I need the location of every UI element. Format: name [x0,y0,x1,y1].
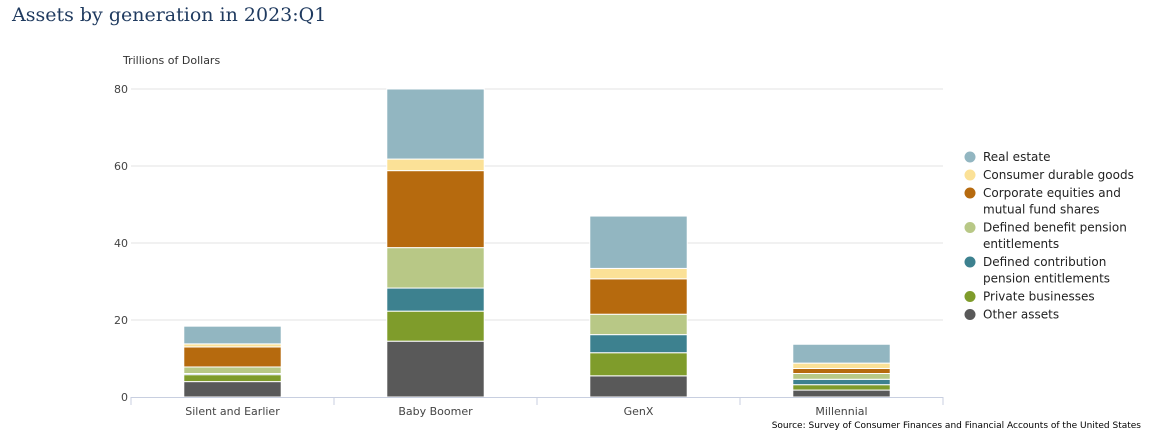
bar-segment[interactable]: Millennial — Defined benefit pension ent… [792,373,891,380]
bars-layer: Silent and Earlier — Other assets: 4Sile… [183,88,891,398]
bar-segment[interactable]: GenX — Consumer durable goods: 2.7 [589,267,688,280]
chart-title: Assets by generation in 2023:Q1 [12,4,327,26]
legend-label: Real estate [983,150,1050,164]
y-axis-label: Trillions of Dollars [122,54,220,67]
legend-label: Defined contribution [983,255,1106,269]
legend-marker [964,151,976,163]
legend-item[interactable]: Private businesses [964,290,1095,304]
legend-label: pension entitlements [983,272,1110,286]
legend-marker [964,256,976,268]
legend-label: mutual fund shares [983,203,1100,217]
legend-marker [964,169,976,181]
legend-marker [964,222,976,233]
legend-label: entitlements [983,237,1059,251]
y-tick-label: 80 [114,83,128,96]
legend-item[interactable]: Defined benefit pension entitlements [964,221,1127,252]
bar-segment[interactable]: Millennial — Corporate equities and mutu… [792,368,891,375]
bar-segment[interactable]: Silent and Earlier — Private businesses:… [183,374,282,383]
legend-label: Defined benefit pension [983,221,1127,235]
legend-item[interactable]: Defined contribution pension entitlements [964,255,1111,286]
bar-segment[interactable]: Silent and Earlier — Other assets: 4 [183,381,282,398]
y-tick-label: 60 [114,160,128,173]
bar-segment[interactable]: GenX — Defined contribution pension enti… [589,334,688,354]
legend-item[interactable]: Other assets [964,308,1060,322]
bar-segment[interactable]: GenX — Private businesses: 6 [589,352,688,377]
bar-segment[interactable]: Silent and Earlier — Real estate: 4.6 [183,325,282,345]
bar-segment[interactable]: GenX — Real estate: 13.6 [589,215,688,269]
x-tick-label: Baby Boomer [398,405,473,418]
bar-segment[interactable]: Baby Boomer — Corporate equities and mut… [386,170,485,249]
legend-label: Other assets [983,308,1059,322]
bar-segment[interactable]: Silent and Earlier — Defined benefit pen… [183,366,282,375]
legend-item[interactable]: Consumer durable goods [964,168,1134,182]
x-tick-label: Millennial [815,405,867,418]
source-note: Source: Survey of Consumer Finances and … [772,421,1142,431]
legend-marker [964,309,976,320]
legend-marker [964,291,976,302]
x-tick-label: Silent and Earlier [185,405,280,418]
bar-segment[interactable]: GenX — Other assets: 5.5 [589,375,688,398]
grid-layer [131,88,943,321]
legend-item[interactable]: Real estate [964,150,1051,164]
bar-segment[interactable]: Baby Boomer — Real estate: 18.2 [386,88,485,160]
y-tick-label: 20 [114,314,128,327]
bar-segment[interactable]: Millennial — Consumer durable goods: 1.4 [792,362,891,370]
bar-segment[interactable]: Millennial — Other assets: 1.8 [792,389,891,398]
bar-segment[interactable]: Baby Boomer — Defined contribution pensi… [386,287,485,312]
bar-segment[interactable]: Silent and Earlier — Corporate equities … [183,346,282,368]
x-tick-label: GenX [624,405,654,418]
bar-segment[interactable]: Millennial — Private businesses: 1.4 [792,384,891,391]
bar-segment[interactable]: GenX — Corporate equities and mutual fun… [589,278,688,315]
bar-segment[interactable]: Millennial — Defined contribution pensio… [792,378,891,386]
legend-label: Corporate equities and [983,186,1121,200]
bar-segment[interactable]: Baby Boomer — Defined benefit pension en… [386,247,485,289]
legend-label: Private businesses [983,290,1095,304]
bar-segment[interactable]: Baby Boomer — Consumer durable goods: 3 [386,158,485,172]
legend-marker [964,187,976,199]
y-tick-label: 40 [114,237,128,250]
bar-segment[interactable]: GenX — Defined benefit pension entitleme… [589,313,688,336]
bar-segment[interactable]: Millennial — Real estate: 4.9 [792,343,891,364]
legend-label: Consumer durable goods [983,168,1134,182]
y-tick-label: 0 [121,391,128,404]
legend[interactable]: Real estate Consumer durable goods Corpora… [964,150,1134,322]
legend-item[interactable]: Corporate equities and mutual fund shares [964,186,1121,217]
bar-segment[interactable]: Baby Boomer — Other assets: 14.5 [386,340,485,398]
bar-segment[interactable]: Baby Boomer — Private businesses: 7.8 [386,310,485,342]
axis-layer: 0 20 40 60 80 Silent and Earlier Baby Boomer Ge… [114,83,944,418]
